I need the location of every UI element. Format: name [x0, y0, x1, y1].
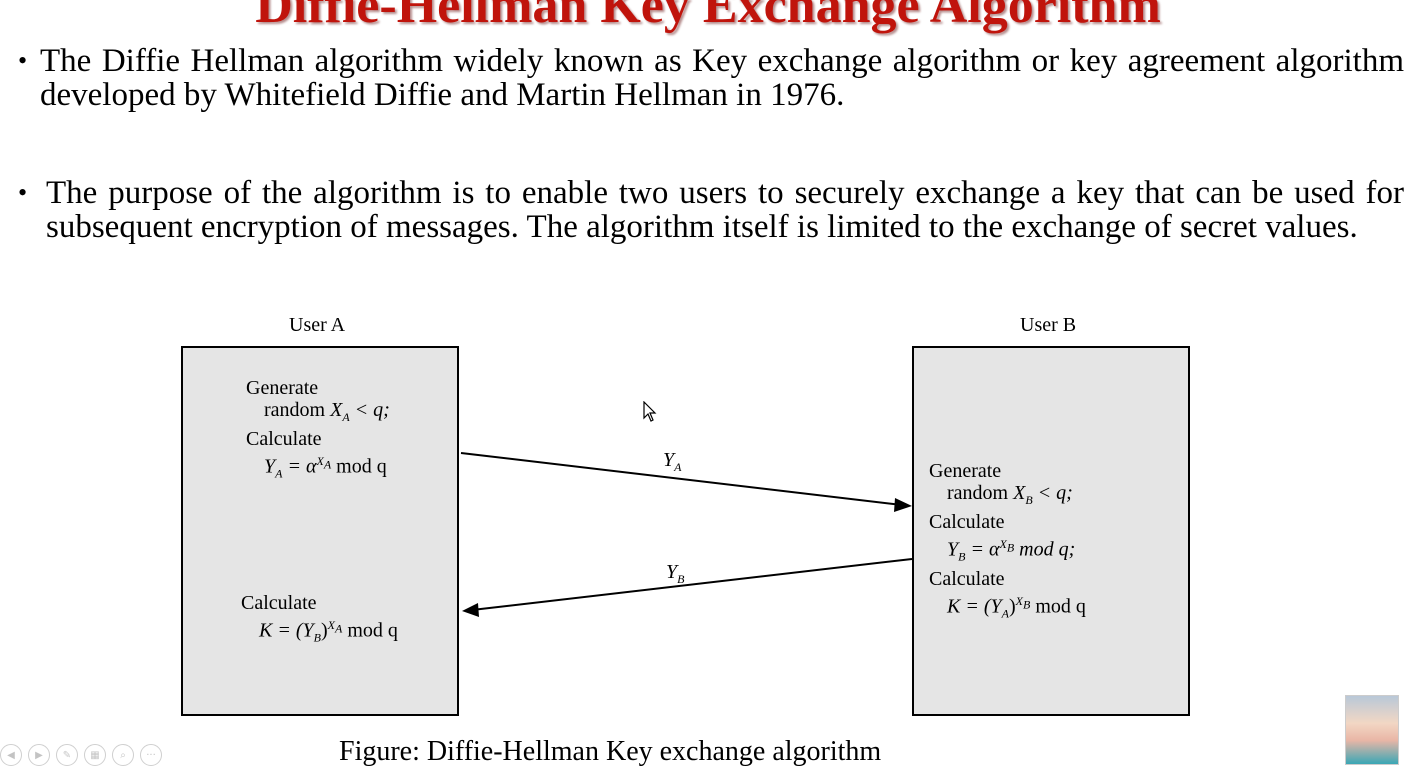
user-a-label: User A [289, 314, 346, 336]
user-a-generate-step: Generate random XA < q; Calculate YA = α… [246, 377, 390, 485]
slides-icon[interactable]: ▦ [84, 744, 106, 766]
user-b-label: User B [1020, 314, 1077, 336]
slideshow-toolbar: ◀ ▶ ✎ ▦ ⌕ ··· [0, 744, 162, 766]
generate-label: Generate [929, 460, 1002, 482]
bullet-dot: • [18, 46, 28, 75]
mouse-cursor-icon [643, 401, 657, 422]
figure-caption: Figure: Diffie-Hellman Key exchange algo… [339, 736, 882, 767]
bullet-text-1: The Diffie Hellman algorithm widely know… [40, 43, 1404, 113]
bullet-point-2: • The purpose of the algorithm is to ena… [18, 176, 1404, 244]
arrow-a-to-b-head [894, 498, 912, 512]
user-a-key-step: Calculate K = (YB)XA mod q [241, 592, 398, 649]
slide-title: Diffie-Hellman Key Exchange Algorithm [255, 0, 1161, 34]
prev-icon[interactable]: ◀ [0, 744, 22, 766]
calculate-key-label: Calculate [929, 567, 1005, 590]
yb-formula: YB = αXB mod q; [947, 537, 1076, 564]
message-ya-label: YA [663, 449, 682, 474]
bullet-text-2: The purpose of the algorithm is to enabl… [46, 175, 1404, 245]
calculate-label: Calculate [929, 511, 1005, 533]
arrow-b-to-a [471, 558, 913, 611]
ya-formula: YA = αXA mod q [264, 454, 387, 481]
generate-label: Generate [246, 377, 319, 399]
message-yb-label: YB [666, 561, 685, 586]
arrow-b-to-a-head [462, 603, 479, 617]
user-b-generate-step: Generate random XB < q; Calculate YB = α… [929, 460, 1086, 624]
bullet-dot: • [18, 178, 28, 207]
next-icon[interactable]: ▶ [28, 744, 50, 766]
arrow-a-to-b [460, 452, 903, 506]
pen-icon[interactable]: ✎ [56, 744, 78, 766]
user-b-box [912, 346, 1190, 716]
random-xa-line: random XA < q; [264, 399, 390, 424]
ka-formula: K = (YB)XA mod q [259, 618, 398, 645]
user-a-box [181, 346, 459, 716]
presenter-webcam-thumbnail [1345, 695, 1399, 765]
bullet-point-1: • The Diffie Hellman algorithm widely kn… [18, 44, 1404, 112]
calculate-key-label: Calculate [241, 592, 317, 614]
zoom-icon[interactable]: ⌕ [112, 744, 134, 766]
random-xb-line: random XB < q; [947, 482, 1073, 507]
kb-formula: K = (YA)XB mod q [947, 593, 1086, 621]
more-icon[interactable]: ··· [140, 744, 162, 766]
calculate-label: Calculate [246, 428, 322, 450]
